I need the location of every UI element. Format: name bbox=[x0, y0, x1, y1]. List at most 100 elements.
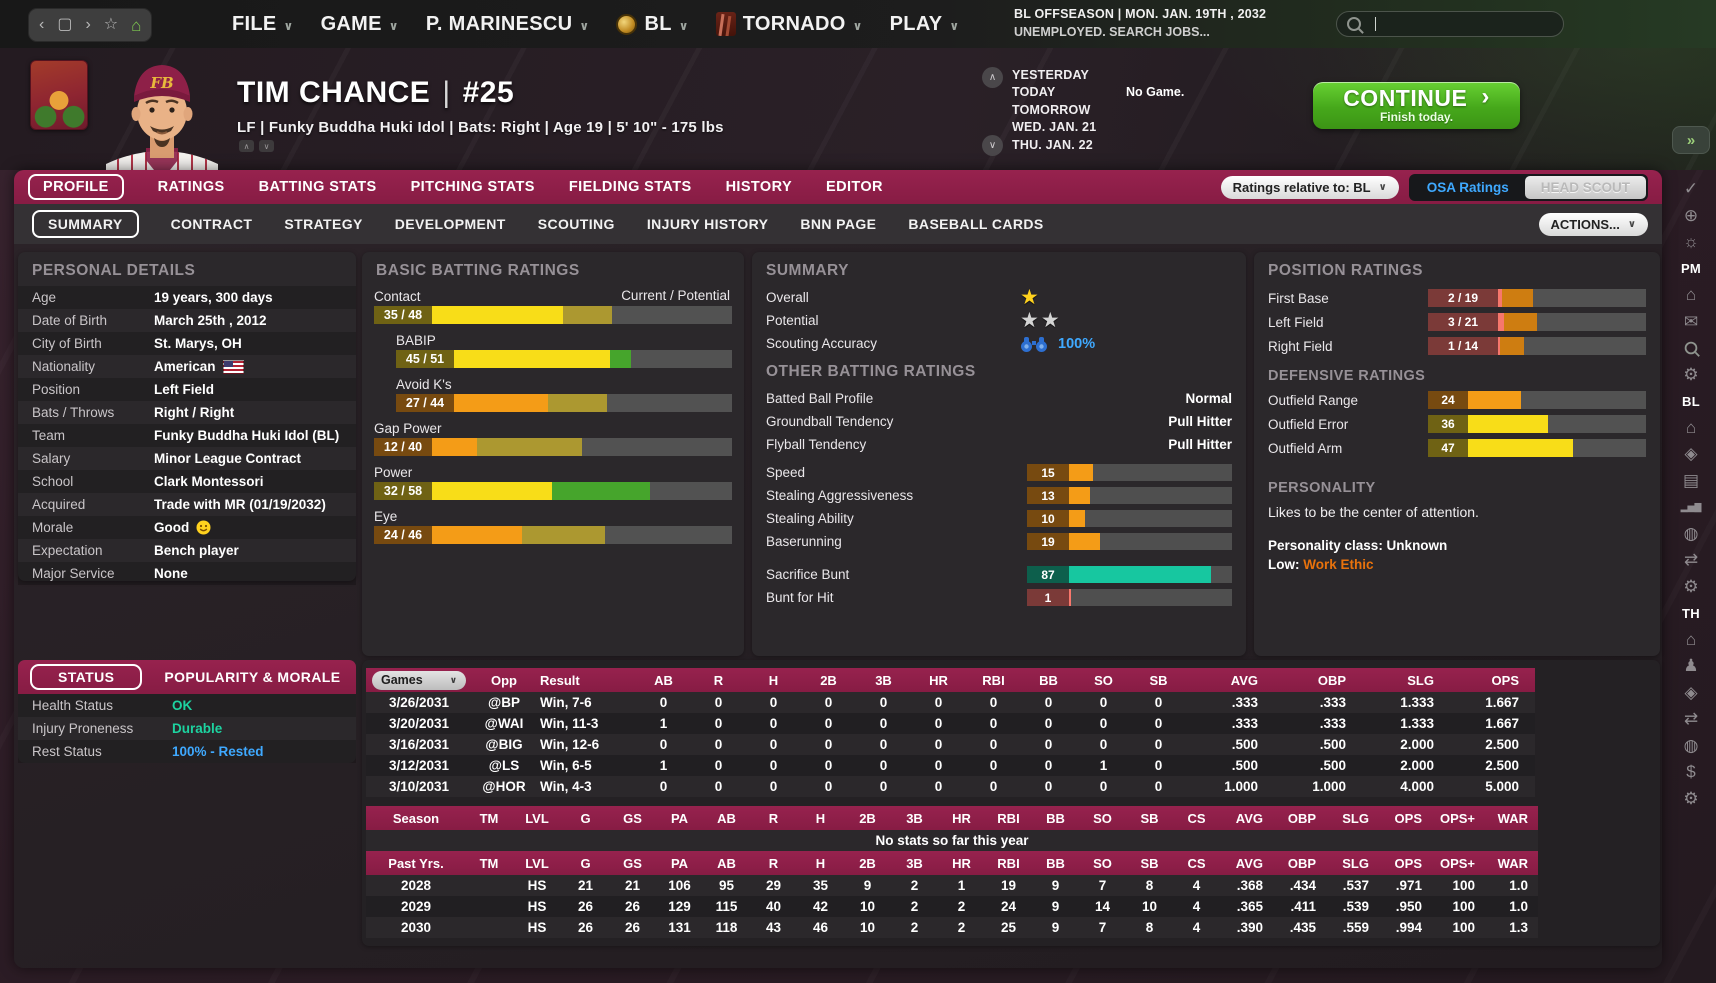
subtab-strategy[interactable]: STRATEGY bbox=[284, 216, 363, 232]
column-header[interactable]: AVG bbox=[1220, 806, 1273, 830]
menu-file[interactable]: FILE ∨ bbox=[232, 13, 294, 36]
column-header[interactable]: SB bbox=[1126, 806, 1173, 830]
column-header[interactable]: OPS+ bbox=[1432, 851, 1485, 875]
sidebar-expander-button[interactable]: » bbox=[1672, 126, 1710, 154]
ratings-relative-dropdown[interactable]: Ratings relative to: BL ∨ bbox=[1220, 175, 1399, 199]
status-tab-popularity-morale[interactable]: POPULARITY & MORALE bbox=[164, 669, 341, 685]
subtab-summary[interactable]: SUMMARY bbox=[32, 210, 139, 238]
menu-play[interactable]: PLAY ∨ bbox=[890, 13, 960, 36]
column-header[interactable]: Result bbox=[536, 668, 636, 692]
search-icon[interactable] bbox=[1684, 335, 1698, 362]
column-header[interactable]: PA bbox=[656, 806, 703, 830]
column-header[interactable]: TM bbox=[466, 806, 512, 830]
column-header[interactable]: RBI bbox=[966, 668, 1021, 692]
column-header[interactable]: WAR bbox=[1485, 806, 1538, 830]
location-icon[interactable]: ◈ bbox=[1684, 444, 1698, 464]
column-header[interactable]: BB bbox=[1032, 806, 1079, 830]
subtab-contract[interactable]: CONTRACT bbox=[170, 216, 253, 232]
check-icon[interactable]: ✓ bbox=[1683, 179, 1699, 199]
column-header[interactable]: HR bbox=[938, 851, 985, 875]
column-header[interactable]: TM bbox=[466, 851, 512, 875]
home-icon[interactable]: ⌂ bbox=[1685, 417, 1697, 437]
table-row[interactable]: 3/20/2031 @WAI Win, 11-3 1 0 0 0 0 0 0 0 0 0.333.333… bbox=[366, 713, 1538, 734]
column-header[interactable]: 3B bbox=[856, 668, 911, 692]
schedule-row[interactable]: THU. JAN. 22 bbox=[1012, 136, 1184, 154]
column-header[interactable]: SLG bbox=[1326, 851, 1379, 875]
column-header[interactable]: AB bbox=[703, 851, 750, 875]
subtab-scouting[interactable]: SCOUTING bbox=[537, 216, 615, 232]
tab-ratings[interactable]: RATINGS bbox=[157, 179, 225, 195]
column-header[interactable]: SO bbox=[1076, 668, 1131, 692]
window-icon[interactable]: ▢ bbox=[57, 16, 73, 33]
column-header[interactable]: SB bbox=[1131, 668, 1186, 692]
column-header[interactable]: SO bbox=[1079, 851, 1126, 875]
column-header[interactable]: 3B bbox=[891, 806, 938, 830]
tab-pitching-stats[interactable]: PITCHING STATS bbox=[410, 179, 535, 195]
osa-ratings-button[interactable]: OSA Ratings bbox=[1426, 179, 1509, 195]
schedule-row[interactable]: TODAY No Game. bbox=[1012, 84, 1184, 102]
schedule-row[interactable]: YESTERDAY bbox=[1012, 66, 1184, 84]
table-row[interactable]: 3/26/2031 @BP Win, 7-6 0 0 0 0 0 0 0 0 0 0.333.333 1.… bbox=[366, 692, 1538, 713]
column-header[interactable]: AVG bbox=[1220, 851, 1273, 875]
column-header[interactable]: AB bbox=[636, 668, 691, 692]
favorite-icon[interactable]: ☆ bbox=[103, 16, 119, 33]
menu-bl[interactable]: BL ∨ bbox=[616, 13, 688, 36]
tab-batting-stats[interactable]: BATTING STATS bbox=[258, 179, 377, 195]
column-header[interactable]: LVL bbox=[512, 806, 562, 830]
trade-icon[interactable]: ⇄ bbox=[1683, 709, 1699, 729]
column-header[interactable]: WAR bbox=[1485, 851, 1538, 875]
column-header[interactable]: OBP bbox=[1274, 668, 1362, 692]
column-header[interactable]: OPS bbox=[1379, 851, 1432, 875]
column-header[interactable]: BB bbox=[1021, 668, 1076, 692]
column-header[interactable]: 2B bbox=[844, 806, 891, 830]
column-header[interactable]: G bbox=[562, 851, 609, 875]
column-header[interactable]: Past Yrs. bbox=[366, 851, 466, 875]
menu-p-marinescu[interactable]: P. MARINESCU ∨ bbox=[426, 13, 590, 36]
settings-icon[interactable]: ⚙ bbox=[1683, 364, 1699, 384]
column-header[interactable]: 2B bbox=[801, 668, 856, 692]
column-header[interactable]: LVL bbox=[512, 851, 562, 875]
idea-icon[interactable]: ☼ bbox=[1683, 232, 1699, 252]
column-header[interactable]: R bbox=[691, 668, 746, 692]
column-header[interactable]: RBI bbox=[985, 806, 1032, 830]
tab-profile[interactable]: PROFILE bbox=[28, 174, 124, 200]
mail-icon[interactable]: ✉ bbox=[1683, 311, 1699, 331]
column-header[interactable]: SLG bbox=[1326, 806, 1379, 830]
column-header[interactable]: PA bbox=[656, 851, 703, 875]
column-header[interactable]: BB bbox=[1032, 851, 1079, 875]
settings-icon[interactable]: ⚙ bbox=[1683, 576, 1699, 596]
home-icon[interactable]: ⌂ bbox=[1685, 285, 1697, 305]
globe-icon[interactable]: ⊕ bbox=[1683, 205, 1699, 225]
column-header[interactable]: HR bbox=[938, 806, 985, 830]
manager-icon[interactable]: ♟ bbox=[1683, 656, 1699, 676]
stats-icon[interactable]: ▂▅▇ bbox=[1680, 501, 1702, 512]
column-header[interactable]: Season bbox=[366, 806, 466, 830]
column-header[interactable]: R bbox=[750, 851, 797, 875]
card-icon[interactable]: ▤ bbox=[1682, 470, 1700, 490]
menu-tornado[interactable]: TORNADO ∨ bbox=[715, 12, 863, 36]
table-row[interactable]: 2030 HS 26 26 131 118 43 46 10 2 2 25 9 7 8 4.390.435.5… bbox=[366, 917, 1538, 938]
menu-game[interactable]: GAME ∨ bbox=[321, 13, 399, 36]
column-header[interactable]: Opp bbox=[472, 668, 536, 692]
finance-icon[interactable]: $ bbox=[1686, 762, 1696, 782]
baseball-icon[interactable]: ◍ bbox=[1683, 523, 1699, 543]
column-header[interactable]: R bbox=[750, 806, 797, 830]
column-header[interactable]: H bbox=[746, 668, 801, 692]
subtab-baseball-cards[interactable]: BASEBALL CARDS bbox=[908, 216, 1044, 232]
tab-history[interactable]: HISTORY bbox=[725, 179, 793, 195]
table-row[interactable]: 2028 HS 21 21 106 95 29 35 9 2 1 19 9 7 8 4.368.434.537… bbox=[366, 875, 1538, 896]
head-scout-button[interactable]: HEAD SCOUT bbox=[1524, 175, 1646, 199]
games-filter-dropdown[interactable]: Games ∨ bbox=[372, 670, 466, 690]
subtab-development[interactable]: DEVELOPMENT bbox=[394, 216, 506, 232]
column-header[interactable]: OBP bbox=[1273, 851, 1326, 875]
column-header[interactable]: G bbox=[562, 806, 609, 830]
employment-status[interactable]: UNEMPLOYED. SEARCH JOBS... bbox=[1014, 25, 1210, 39]
subtab-injury-history[interactable]: INJURY HISTORY bbox=[646, 216, 769, 232]
column-header[interactable]: SB bbox=[1126, 851, 1173, 875]
settings-icon[interactable]: ⚙ bbox=[1683, 788, 1699, 808]
home-icon[interactable]: ⌂ bbox=[131, 15, 142, 35]
column-header[interactable]: CS bbox=[1173, 851, 1220, 875]
column-header[interactable]: CS bbox=[1173, 806, 1220, 830]
column-header[interactable]: HR bbox=[911, 668, 966, 692]
column-header[interactable]: SO bbox=[1079, 806, 1126, 830]
